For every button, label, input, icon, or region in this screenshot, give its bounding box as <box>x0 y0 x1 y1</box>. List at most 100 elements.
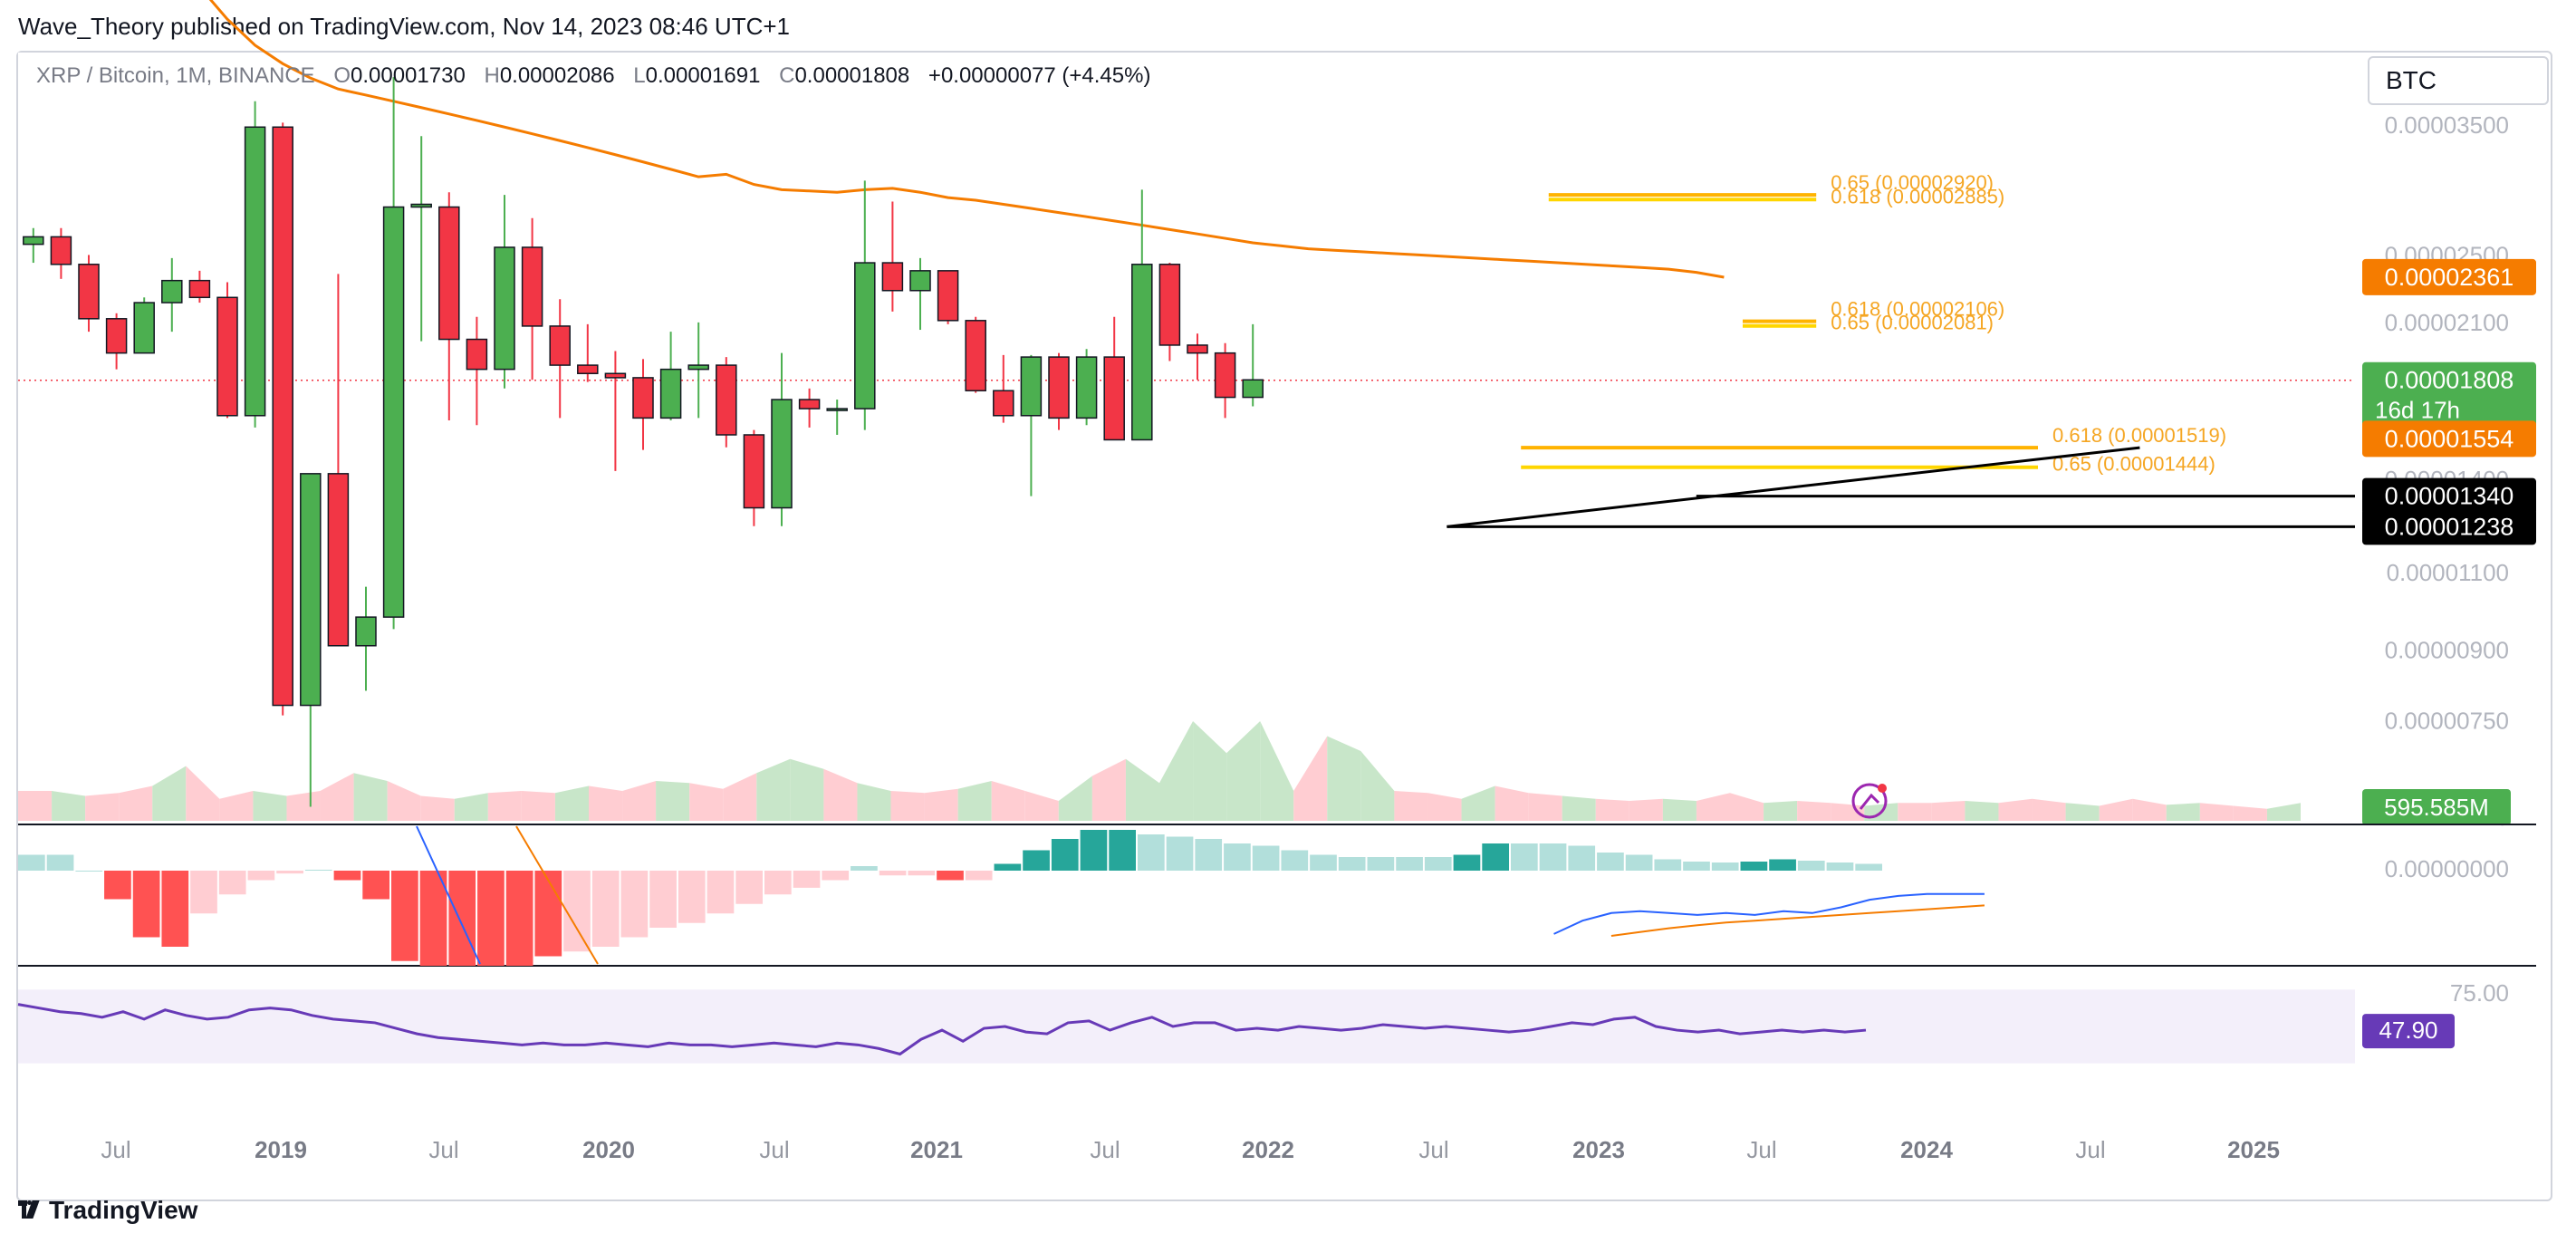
open-label: O <box>333 63 351 88</box>
macd-histogram-bar <box>448 871 476 966</box>
volume-area-segment <box>1427 793 1462 821</box>
macd-histogram-bar <box>937 871 964 881</box>
volume-area-segment <box>823 768 858 821</box>
candle-body <box>1075 356 1098 419</box>
price-axis-tick: 0.00002100 <box>2385 309 2509 336</box>
tradingview-logo[interactable]: TradingView <box>18 1196 197 1225</box>
volume-area-segment <box>1461 785 1495 821</box>
macd-histogram-bar <box>276 871 303 874</box>
volume-area-segment <box>1797 801 1831 821</box>
price-axis-tick: 0.00001100 <box>2387 559 2509 586</box>
macd-histogram-bar <box>706 871 735 914</box>
tradingview-icon <box>18 1200 40 1220</box>
volume-area-segment <box>1495 785 1529 821</box>
macd-histogram-bar <box>1482 843 1509 871</box>
volume-area-segment <box>2032 798 2066 821</box>
volume-area-segment <box>387 781 421 821</box>
volume-area-segment <box>1595 798 1629 821</box>
macd-histogram-bar <box>793 871 821 888</box>
volume-area-segment <box>957 781 992 821</box>
time-axis-tick: Jul <box>428 1136 458 1163</box>
close-value: 0.00001808 <box>794 63 910 88</box>
volume-area-segment <box>1629 798 1663 821</box>
volume-area-segment <box>1696 793 1730 821</box>
macd-histogram-bar <box>1855 863 1882 871</box>
candle-body <box>854 262 876 410</box>
macd-histogram-bar <box>1453 854 1481 871</box>
macd-histogram-bar <box>477 871 505 966</box>
time-axis-tick: Jul <box>1746 1136 1776 1163</box>
rsi-value-box <box>2362 1014 2455 1049</box>
rsi-line <box>17 1003 1867 1056</box>
candle-body <box>161 279 183 304</box>
time-axis-tick: Jul <box>101 1136 130 1163</box>
volume-area-segment <box>2166 803 2200 821</box>
volume-area-segment <box>1058 776 1092 821</box>
candle-body <box>1242 379 1264 399</box>
macd-histogram-bar <box>1511 843 1538 871</box>
time-axis-tick: 2019 <box>255 1136 307 1163</box>
volume-area-segment <box>1898 803 1932 821</box>
symbol-name[interactable]: XRP / Bitcoin, 1M, BINANCE <box>36 63 315 88</box>
volume-area-segment <box>1730 793 1764 821</box>
macd-histogram-bar <box>851 866 878 871</box>
volume-area-segment <box>353 773 388 821</box>
chart-background <box>18 53 2355 1120</box>
macd-histogram-bar <box>908 871 936 876</box>
macd-histogram-bar <box>965 871 993 881</box>
volume-label-box <box>2362 789 2511 825</box>
volume-area-segment <box>52 791 86 821</box>
macd-histogram-bar <box>534 871 562 957</box>
candle-body <box>494 246 515 371</box>
open-value: 0.00001730 <box>351 63 466 88</box>
alert-icon[interactable] <box>1851 783 1888 819</box>
fib-level-label: 0.65 (0.00002081) <box>1831 312 1994 334</box>
price-label-countdown: 16d 17h <box>2375 397 2460 424</box>
macd-histogram-bar <box>1826 862 1854 871</box>
candle-body <box>826 408 848 411</box>
candle-body <box>1158 264 1181 346</box>
macd-histogram-bar <box>1424 857 1452 871</box>
volume-area-segment <box>1562 795 1596 821</box>
macd-histogram-bar <box>1711 862 1739 871</box>
currency-selector[interactable]: BTC <box>2368 56 2549 105</box>
macd-line-history <box>416 825 481 965</box>
volume-area-segment <box>2099 798 2133 821</box>
ohlc-legend: XRP / Bitcoin, 1M, BINANCE O0.00001730 H… <box>36 63 1150 89</box>
macd-histogram-bar <box>649 871 677 928</box>
price-label-box <box>2362 508 2536 545</box>
volume-area-segment <box>924 788 958 821</box>
chart-frame <box>16 51 2552 1201</box>
fib-level-label: 0.618 (0.00002106) <box>1831 298 2004 321</box>
volume-area-segment <box>1931 801 1966 821</box>
macd-histogram-bar <box>1539 843 1567 871</box>
volume-area-segment <box>790 758 824 821</box>
candle-body <box>965 320 986 391</box>
volume-area-segment <box>890 791 925 821</box>
volume-area-segment <box>2132 798 2167 821</box>
volume-area-segment <box>1764 801 1798 821</box>
price-axis-tick: 0.00000900 <box>2385 636 2509 663</box>
candle-body <box>244 126 266 417</box>
candle-body <box>78 264 100 320</box>
macd-histogram-bar <box>1080 830 1108 871</box>
volume-area-segment <box>756 758 791 821</box>
macd-signal-history <box>515 825 599 965</box>
price-label-text: 0.00001238 <box>2385 513 2514 540</box>
macd-axis-tick: 0.00000000 <box>2385 855 2509 882</box>
macd-histogram-bar <box>1338 857 1366 871</box>
candle-body <box>632 377 654 419</box>
macd-histogram-bar <box>1654 859 1682 871</box>
candle-body <box>549 325 571 366</box>
volume-area-segment <box>622 781 657 821</box>
price-label-text: 0.00001808 <box>2385 367 2514 394</box>
volume-area-segment <box>991 781 1025 821</box>
time-axis-tick: Jul <box>1418 1136 1448 1163</box>
time-axis-tick: Jul <box>759 1136 789 1163</box>
candle-body <box>1020 356 1043 417</box>
high-label: H <box>484 63 500 88</box>
macd-histogram-bar <box>591 871 620 947</box>
volume-area-segment <box>1360 751 1395 821</box>
